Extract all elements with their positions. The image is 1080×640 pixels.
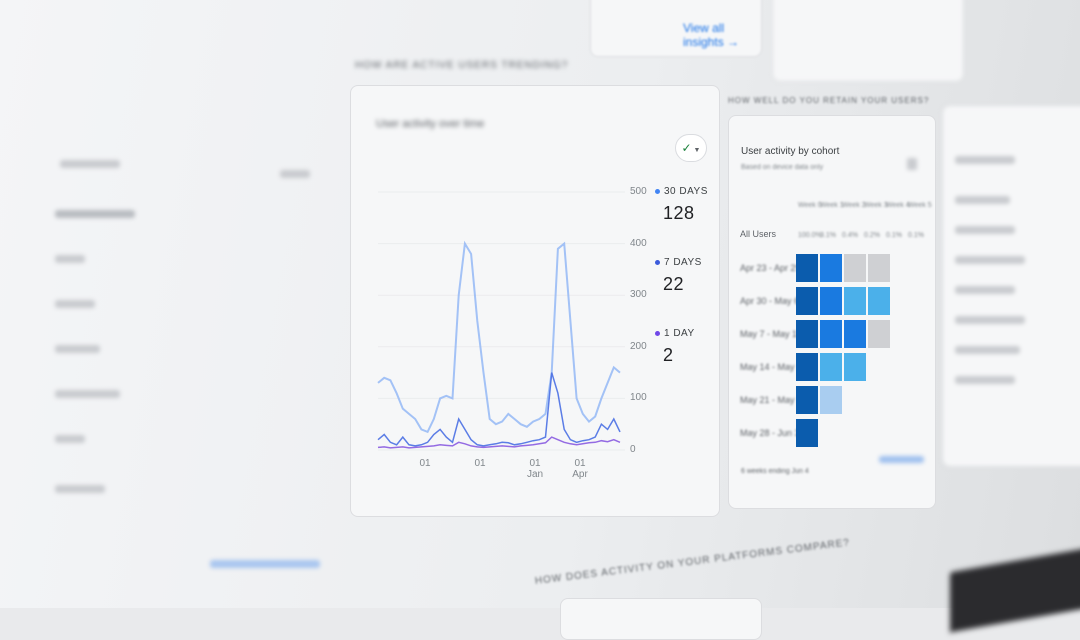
cohort-title: User activity by cohort: [741, 146, 840, 157]
insights-card-2: [772, 0, 964, 82]
x-tick-label: 01: [465, 458, 495, 469]
legend-dot: [655, 259, 660, 265]
x-tick-month: Apr: [572, 469, 588, 480]
platforms-card: [560, 598, 762, 640]
cohort-row-label: Apr 30 - May 6: [740, 296, 800, 306]
x-tick-label: 01 Jan: [520, 458, 550, 480]
cohort-menu-icon[interactable]: [907, 158, 917, 170]
series-line-1-day: [377, 436, 621, 449]
x-tick-day: 01: [419, 458, 431, 469]
series-line-30-days: [377, 240, 621, 434]
section-heading-trending: How are active users trending?: [355, 60, 569, 71]
insights-card: View all insights →: [590, 0, 762, 57]
cohort-cell[interactable]: [820, 254, 842, 282]
y-tick-label: 100: [630, 392, 647, 404]
cohort-row-label: May 7 - May 13: [740, 329, 803, 339]
cohort-row-label: Apr 23 - Apr 29: [740, 263, 801, 273]
check-circle-icon: ✓: [681, 141, 692, 155]
cohort-cell[interactable]: [868, 287, 890, 315]
activity-line-chart: [377, 191, 625, 451]
section-heading-retention: How well do you retain your users?: [728, 96, 930, 105]
x-tick-label: 01: [410, 458, 440, 469]
week-header: Week 3: [864, 202, 888, 209]
week-header: Week 2: [842, 202, 866, 209]
cohort-cell[interactable]: [844, 254, 866, 282]
cohort-cell[interactable]: [796, 287, 818, 315]
cohort-cell[interactable]: [844, 320, 866, 348]
legend-item: 30 DAYS 128: [655, 186, 708, 224]
legend-dot: [655, 188, 660, 194]
x-tick-day: 01: [574, 458, 586, 469]
right-card: [942, 105, 1080, 467]
cohort-cell[interactable]: [796, 320, 818, 348]
cohort-cell[interactable]: [844, 287, 866, 315]
cohort-cell[interactable]: [820, 287, 842, 315]
cohort-row-label: May 14 - May 20: [740, 362, 808, 372]
legend-dot: [655, 330, 660, 336]
legend-label: 30 DAYS: [664, 186, 708, 197]
cohort-cell[interactable]: [868, 320, 890, 348]
legend-item: 7 DAYS 22: [655, 257, 702, 295]
cohort-cell[interactable]: [796, 386, 818, 414]
legend-value: 128: [663, 203, 695, 223]
cohort-cell[interactable]: [844, 353, 866, 381]
sidebar-list: [40, 140, 330, 568]
cohort-cell[interactable]: [868, 254, 890, 282]
legend-label: 7 DAYS: [664, 257, 702, 268]
activity-card-title: User activity over time: [376, 118, 485, 130]
cohort-cell[interactable]: [796, 254, 818, 282]
cohort-cell[interactable]: [820, 353, 842, 381]
legend-label: 1 DAY: [664, 328, 695, 339]
all-users-label: All Users: [740, 229, 777, 239]
x-tick-label: 01 Apr: [565, 458, 595, 480]
view-cohorts-link[interactable]: [879, 456, 924, 463]
y-tick-label: 200: [630, 340, 647, 352]
y-tick-label: 500: [630, 186, 647, 197]
legend-value: 2: [663, 345, 674, 365]
legend-value: 22: [663, 274, 685, 294]
chevron-down-icon: ▼: [691, 147, 701, 154]
cohort-row-label: May 28 - Jun 3: [740, 428, 800, 438]
x-tick-month: Jan: [526, 469, 544, 480]
cohort-cell[interactable]: [796, 419, 818, 447]
legend-item: 1 DAY 2: [655, 328, 695, 366]
view-all-insights-link[interactable]: View all insights →: [683, 21, 740, 49]
cohort-row-label: May 21 - May 27: [740, 395, 808, 405]
all-users-value: 3.1%: [820, 232, 836, 239]
all-users-value: 0.1%: [908, 232, 924, 239]
compare-button[interactable]: ✓ ▼: [675, 134, 707, 162]
cohort-subtitle: Based on device data only: [741, 164, 824, 171]
y-tick-label: 0: [630, 444, 636, 455]
all-users-value: 0.4%: [842, 232, 858, 239]
x-tick-day: 01: [474, 458, 486, 469]
all-users-value: 0.1%: [886, 232, 902, 239]
x-tick-day: 01: [529, 458, 541, 469]
week-header: Week 5: [908, 202, 932, 209]
cohort-cell[interactable]: [796, 353, 818, 381]
cohort-cell[interactable]: [820, 386, 842, 414]
all-users-value: 0.2%: [864, 232, 880, 239]
series-line-7-days: [377, 372, 621, 447]
week-header: Week 1: [820, 202, 844, 209]
cohort-cell[interactable]: [820, 320, 842, 348]
week-header: Week 4: [886, 202, 910, 209]
week-header: Week 0: [798, 202, 822, 209]
cohort-footer: 6 weeks ending Jun 4: [741, 468, 809, 475]
all-users-value: 100.0%: [798, 232, 822, 239]
y-tick-label: 400: [630, 237, 647, 249]
y-tick-label: 300: [630, 289, 647, 301]
